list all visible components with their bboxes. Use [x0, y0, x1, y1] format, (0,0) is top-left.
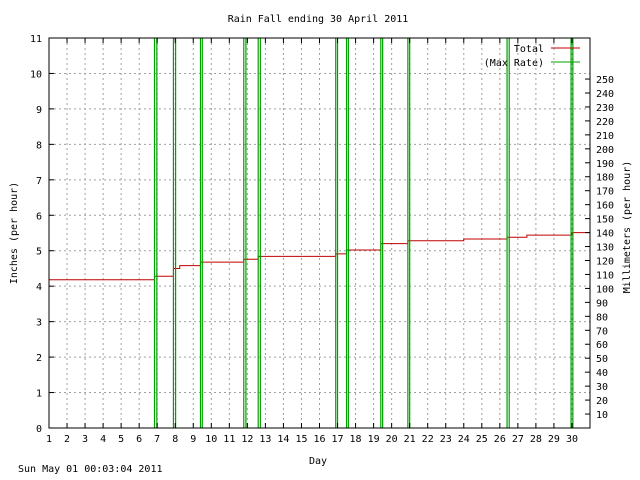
y2-tick-label: 100 — [596, 284, 614, 295]
y2-tick-label: 220 — [596, 117, 614, 128]
y2-tick-label: 110 — [596, 270, 614, 281]
y-tick-label: 2 — [36, 353, 42, 364]
x-tick-label: 23 — [440, 434, 452, 445]
x-tick-label: 11 — [223, 434, 235, 445]
legend: Total (Max Rate) — [484, 44, 580, 69]
y2-tick-label: 230 — [596, 103, 614, 114]
total-step-line — [49, 232, 590, 281]
x-tick-label: 26 — [494, 434, 506, 445]
y2-tick-label: 10 — [596, 410, 608, 421]
x-tick-label: 4 — [100, 434, 106, 445]
y2-tick-label: 130 — [596, 243, 614, 254]
x-tick-label: 18 — [350, 434, 362, 445]
x-tick-label: 17 — [332, 434, 344, 445]
x-tick-label: 3 — [82, 434, 88, 445]
x-tick-label: 21 — [404, 434, 416, 445]
y2-tick-label: 250 — [596, 75, 614, 86]
y2-tick-label: 90 — [596, 298, 608, 309]
y2-tick-label: 120 — [596, 256, 614, 267]
x-tick-label: 6 — [136, 434, 142, 445]
x-tick-label: 2 — [64, 434, 70, 445]
x-tick-label: 30 — [566, 434, 578, 445]
y-tick-label: 4 — [36, 282, 42, 293]
y2-tick-label: 150 — [596, 215, 614, 226]
y2-tick-label: 140 — [596, 229, 614, 240]
series-layer — [49, 38, 590, 428]
y2-tick-label: 160 — [596, 201, 614, 212]
y2-tick-label: 20 — [596, 396, 608, 407]
y2-tick-label: 40 — [596, 368, 608, 379]
y-tick-label: 6 — [36, 211, 42, 222]
x-tick-label: 20 — [386, 434, 398, 445]
series-max-rate — [153, 38, 574, 428]
y2-tick-label: 170 — [596, 187, 614, 198]
x-tick-label: 22 — [422, 434, 434, 445]
y-tick-label: 10 — [30, 69, 42, 80]
x-tick-label: 9 — [190, 434, 196, 445]
legend-label-total: Total — [514, 44, 544, 55]
legend-label-max-rate: (Max Rate) — [484, 58, 544, 69]
y-tick-label: 11 — [30, 34, 42, 45]
y-tick-label: 0 — [36, 424, 42, 435]
x-tick-label: 28 — [530, 434, 542, 445]
x-tick-label: 27 — [512, 434, 524, 445]
x-tick-label: 1 — [46, 434, 52, 445]
y2-axis-label: Millimeters (per hour) — [622, 161, 633, 293]
x-axis-label: Day — [309, 456, 327, 467]
x-tick-label: 24 — [458, 434, 470, 445]
x-tick-label: 8 — [172, 434, 178, 445]
y2-tick-label: 30 — [596, 382, 608, 393]
y2-tick-label: 50 — [596, 354, 608, 365]
y-tick-label: 3 — [36, 318, 42, 329]
y-tick-label: 8 — [36, 140, 42, 151]
y-tick-label: 5 — [36, 247, 42, 258]
y2-tick-label: 240 — [596, 89, 614, 100]
y2-tick-label: 70 — [596, 326, 608, 337]
timestamp-footer: Sun May 01 00:03:04 2011 — [18, 464, 163, 475]
x-tick-label: 25 — [476, 434, 488, 445]
y2-tick-label: 210 — [596, 131, 614, 142]
y2-tick-label: 190 — [596, 159, 614, 170]
y2-tick-label: 60 — [596, 340, 608, 351]
x-tick-label: 15 — [295, 434, 307, 445]
ticks: 1 2 3 4 5 6 7 8 9 10 11 12 13 14 15 16 17 18 19 20 21 22 23 24 2… — [30, 34, 614, 445]
y2-tick-label: 180 — [596, 173, 614, 184]
y-tick-label: 7 — [36, 176, 42, 187]
y-axis-label: Inches (per hour) — [9, 182, 20, 284]
x-tick-label: 7 — [154, 434, 160, 445]
x-tick-label: 13 — [259, 434, 271, 445]
y-tick-label: 1 — [36, 389, 42, 400]
chart-title: Rain Fall ending 30 April 2011 — [228, 14, 409, 25]
y-tick-label: 9 — [36, 105, 42, 116]
x-tick-label: 12 — [241, 434, 253, 445]
x-tick-label: 5 — [118, 434, 124, 445]
x-tick-label: 16 — [313, 434, 325, 445]
y2-tick-label: 200 — [596, 145, 614, 156]
series-total — [49, 232, 590, 281]
x-tick-label: 19 — [368, 434, 380, 445]
x-tick-label: 29 — [548, 434, 560, 445]
y2-tick-label: 80 — [596, 312, 608, 323]
x-tick-label: 14 — [277, 434, 289, 445]
x-tick-label: 10 — [205, 434, 217, 445]
